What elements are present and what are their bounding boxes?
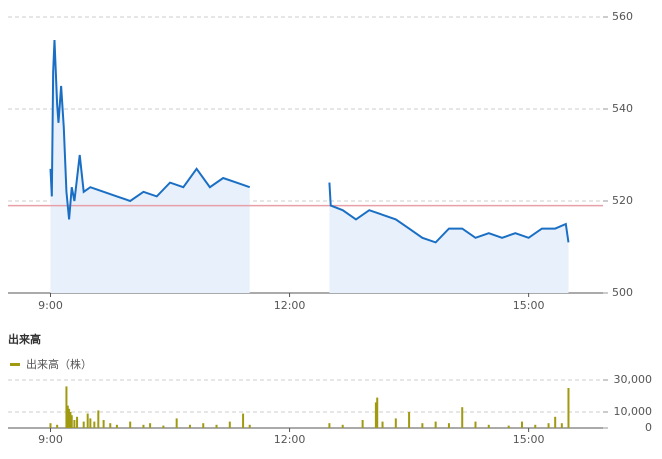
volume-bar xyxy=(242,413,245,428)
volume-bar xyxy=(228,421,231,428)
volume-bar xyxy=(421,423,424,428)
volume-bar xyxy=(129,421,132,428)
volume-bar xyxy=(560,423,563,428)
volume-bar xyxy=(97,410,100,428)
y-tick-label: 10,000 xyxy=(614,405,653,418)
chart-title: 出来高 xyxy=(8,332,41,346)
volume-bar xyxy=(142,424,145,428)
price-line xyxy=(328,182,570,244)
y-tick-label: 0 xyxy=(645,421,652,434)
volume-bar xyxy=(115,424,118,428)
volume-bar xyxy=(434,421,437,428)
volume-bar xyxy=(188,424,191,428)
volume-bar xyxy=(89,418,92,428)
volume-bar xyxy=(175,418,178,428)
volume-bar xyxy=(547,423,550,428)
x-tick-label: 9:00 xyxy=(38,433,63,446)
volume-bar xyxy=(507,425,510,428)
volume-bar xyxy=(567,388,570,428)
price-line xyxy=(49,39,251,220)
volume-bar xyxy=(73,420,76,428)
x-tick-label: 15:00 xyxy=(513,433,545,446)
volume-bar xyxy=(376,397,379,428)
x-tick-label: 15:00 xyxy=(513,299,545,312)
volume-bar xyxy=(394,418,397,428)
volume-bar xyxy=(65,386,68,428)
volume-bar xyxy=(554,416,557,428)
volume-bar xyxy=(70,415,73,428)
volume-bar xyxy=(215,424,218,428)
legend-swatch xyxy=(10,363,20,366)
volume-bar xyxy=(162,425,165,428)
volume-bar xyxy=(93,421,96,428)
volume-bar xyxy=(381,421,384,428)
x-tick-label: 12:00 xyxy=(274,299,306,312)
volume-bar xyxy=(408,412,411,428)
area xyxy=(50,40,250,293)
volume-bar xyxy=(487,424,490,428)
volume-bar xyxy=(149,423,152,428)
volume-bar xyxy=(69,412,72,428)
y-tick-label: 520 xyxy=(612,194,633,207)
volume-bar xyxy=(520,421,523,428)
volume-bar xyxy=(248,424,251,428)
volume-bar xyxy=(109,423,112,428)
volume-bar xyxy=(49,423,52,428)
volume-bar xyxy=(341,424,344,428)
volume-bar xyxy=(374,402,377,428)
volume-bar xyxy=(461,407,464,428)
volume-bar xyxy=(202,423,205,428)
volume-bar xyxy=(56,424,59,428)
y-tick-label: 500 xyxy=(612,286,633,299)
legend-label: 出来高（株） xyxy=(26,357,92,371)
area xyxy=(329,182,569,293)
x-tick-label: 12:00 xyxy=(274,433,306,446)
y-tick-label: 540 xyxy=(612,102,633,115)
volume-bar xyxy=(86,413,89,428)
y-tick-label: 30,000 xyxy=(614,373,653,386)
volume-bar xyxy=(102,420,105,428)
volume-bar xyxy=(447,423,450,428)
volume-bar xyxy=(534,424,537,428)
y-tick-label: 560 xyxy=(612,10,633,23)
volume-bar xyxy=(328,423,331,428)
volume-bar xyxy=(68,408,71,428)
volume-bar xyxy=(474,421,477,428)
volume-bar xyxy=(361,420,364,428)
volume-bar xyxy=(66,405,69,428)
x-tick-label: 9:00 xyxy=(38,299,63,312)
volume-bar xyxy=(76,416,79,428)
volume-bar xyxy=(82,421,85,428)
